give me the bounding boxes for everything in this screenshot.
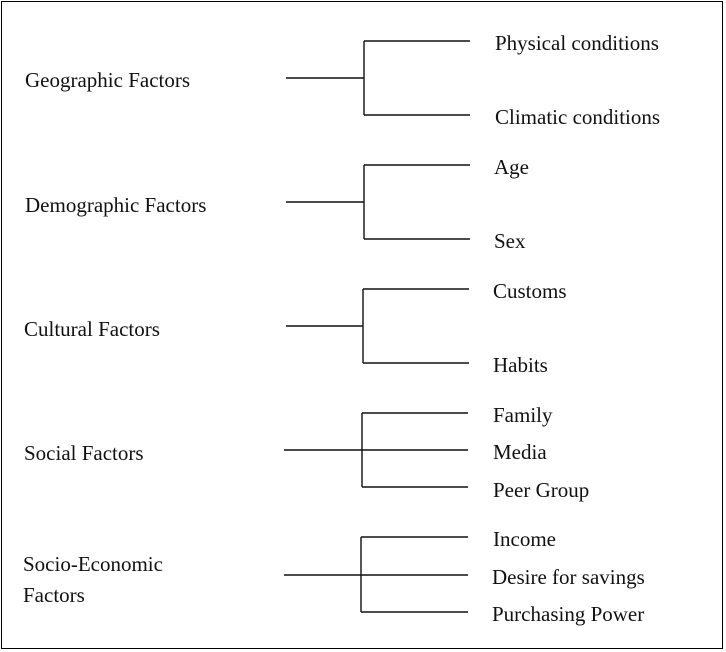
item-label: Media [493,440,547,464]
item-label: Age [494,155,529,179]
item-label: Sex [494,229,526,253]
item-label: Peer Group [493,478,590,502]
bracket-social [284,412,468,488]
item-label: Income [493,527,556,551]
item-label: Physical conditions [495,31,659,55]
bracket-socio-economic [284,536,468,613]
item-label: Desire for savings [492,565,645,589]
item-label: Climatic conditions [495,105,661,129]
item-label: Family [493,403,553,427]
group-label-cultural: Cultural Factors [24,317,160,341]
item-label: Customs [493,279,567,303]
bracket-cultural [286,288,469,364]
bracket-geographic [286,40,470,116]
bracket-demographic [286,164,470,240]
group-label-social: Social Factors [24,441,144,465]
item-label: Habits [493,353,548,377]
item-label: Purchasing Power [492,602,645,626]
group-label-demographic: Demographic Factors [25,193,207,217]
group-label-socio-economic-line2: Factors [23,583,85,607]
group-label-geographic: Geographic Factors [25,68,191,92]
group-label-socio-economic-line1: Socio-Economic [23,552,163,576]
